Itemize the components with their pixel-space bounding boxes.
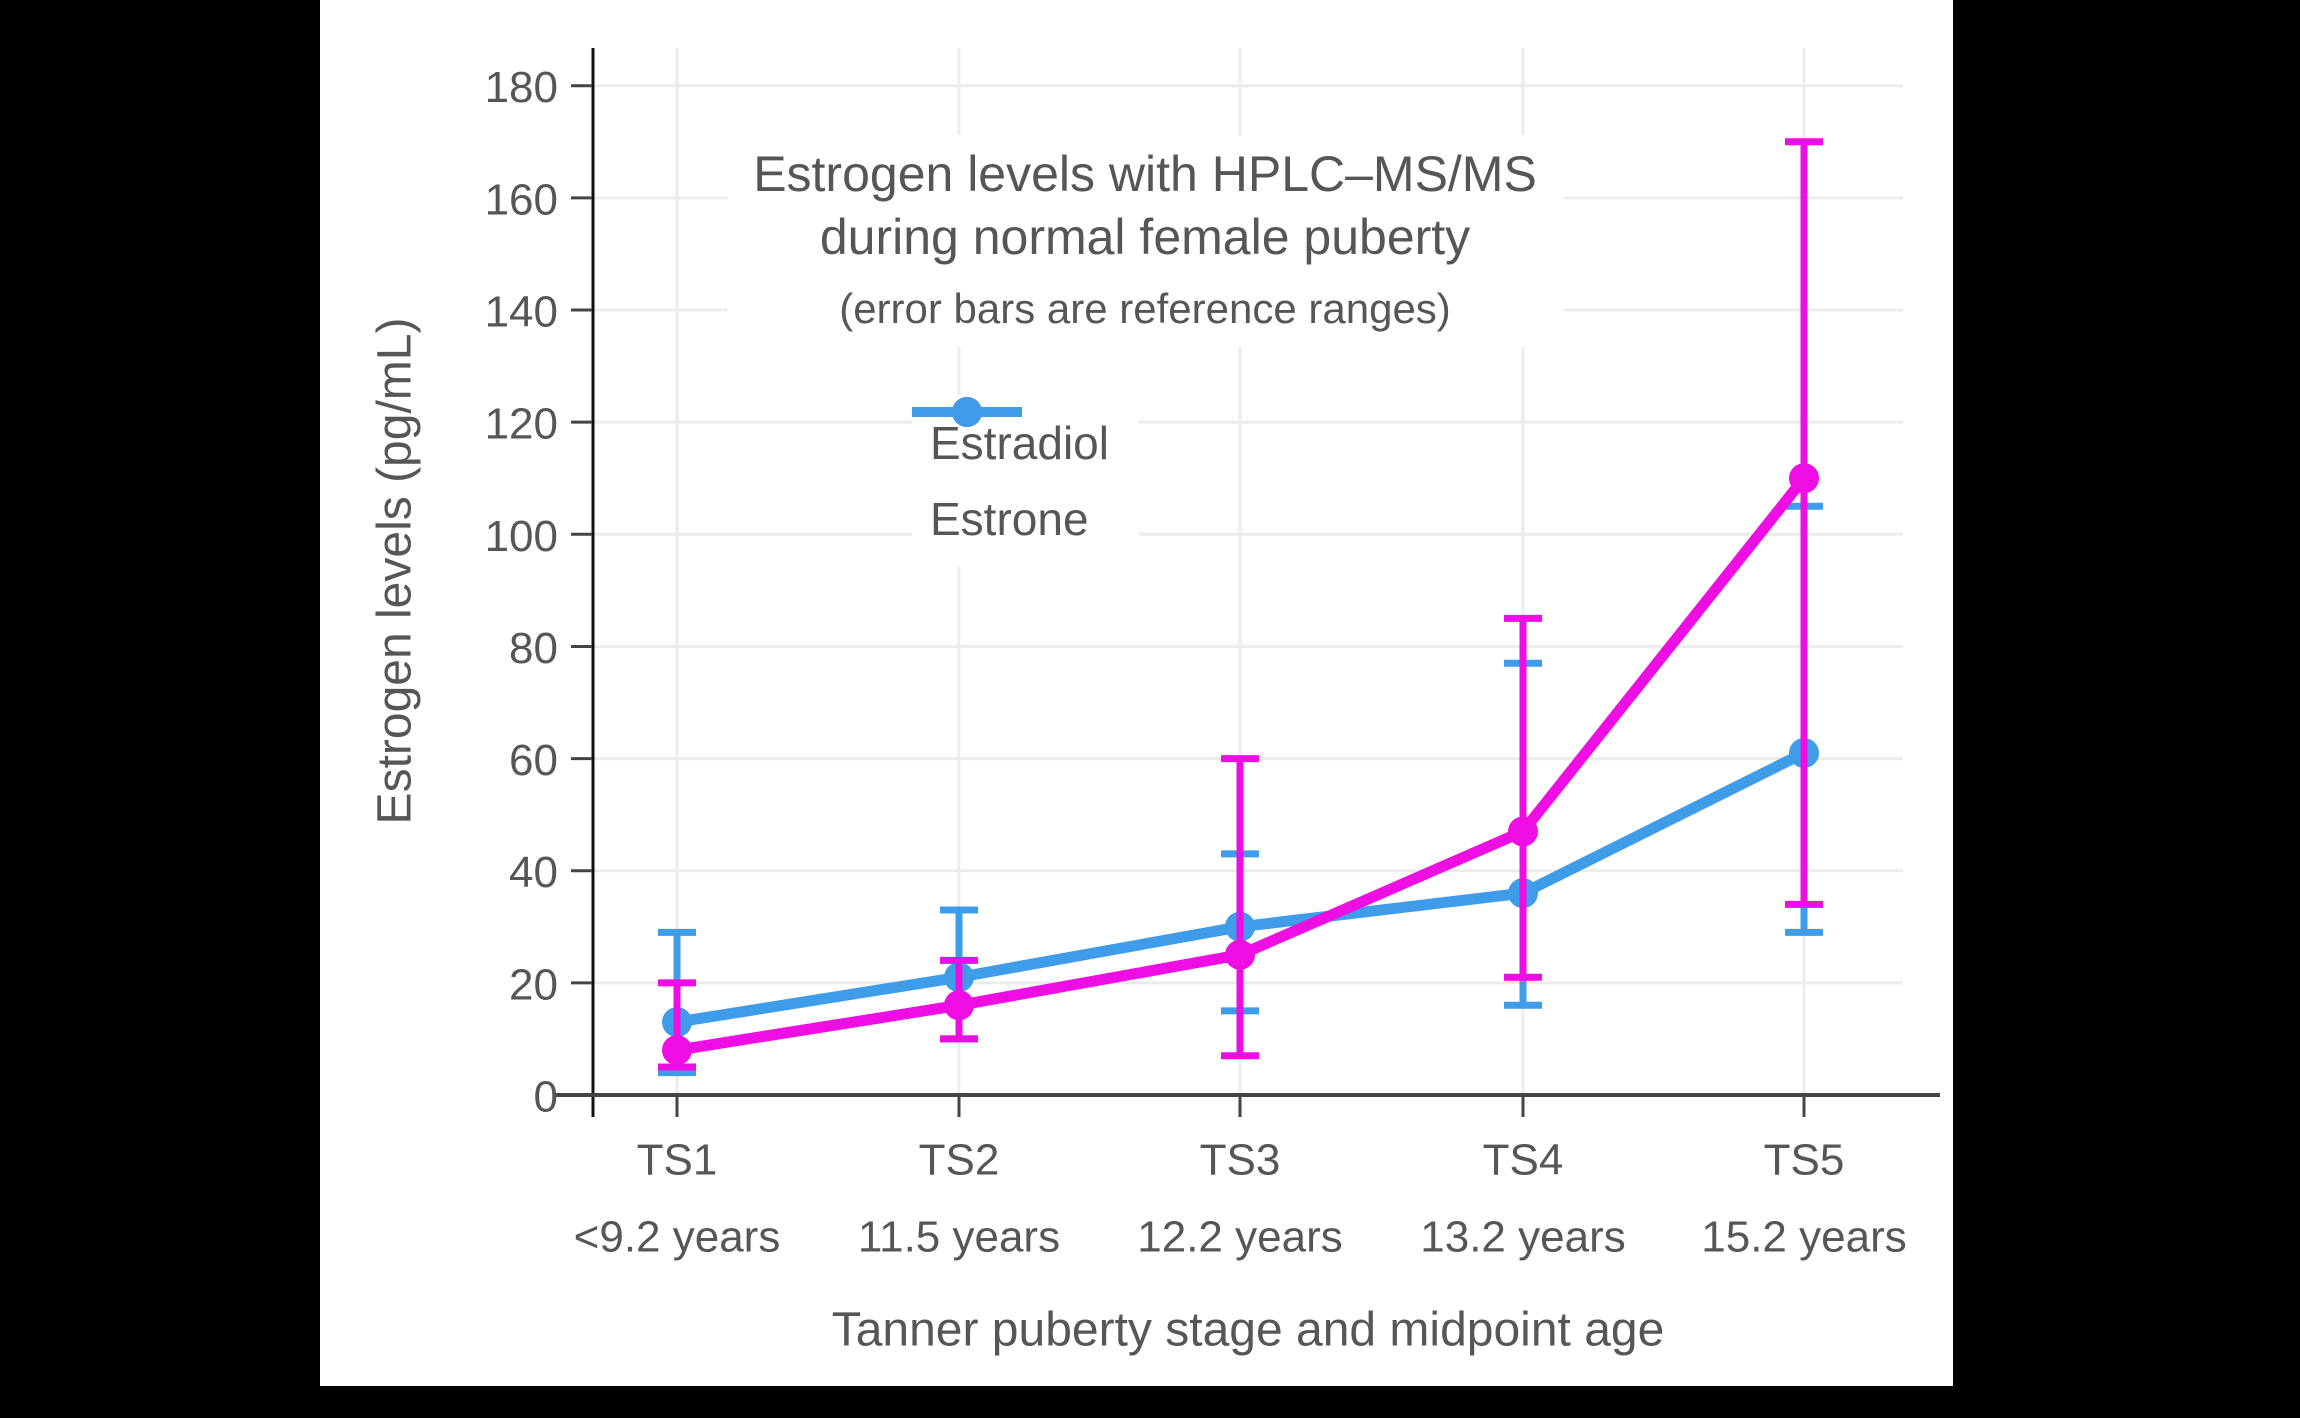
data-point-estradiol xyxy=(662,1035,692,1066)
x-tick-label: TS3 xyxy=(1200,1136,1281,1185)
data-point-estradiol xyxy=(1789,463,1819,494)
data-point-estradiol xyxy=(1225,939,1255,970)
data-point-estradiol xyxy=(944,990,974,1021)
y-axis-title: Estrogen levels (pg/mL) xyxy=(369,318,422,825)
chart-subtitle: (error bars are reference ranges) xyxy=(839,285,1451,332)
x-tick-sublabel: 15.2 years xyxy=(1701,1213,1906,1262)
x-axis-title: Tanner puberty stage and midpoint age xyxy=(832,1304,1665,1357)
chart-title-line1: Estrogen levels with HPLC–MS/MS xyxy=(753,146,1537,202)
x-tick-label: TS2 xyxy=(919,1136,1000,1185)
x-tick-label: TS5 xyxy=(1764,1136,1845,1185)
chart-title-block: Estrogen levels with HPLC–MS/MS during n… xyxy=(727,135,1563,347)
legend-marker-icon xyxy=(952,397,982,427)
y-tick-label: 180 xyxy=(485,63,558,112)
legend-label: Estrone xyxy=(930,493,1089,545)
legend: Estradiol Estrone xyxy=(912,395,1139,567)
x-tick-sublabel: 12.2 years xyxy=(1137,1213,1342,1262)
chart-panel: 0 20 40 60 80 100 120 140 160 180 TS1 <9.2 years TS2… xyxy=(320,0,1953,1386)
x-tick-sublabel: <9.2 years xyxy=(574,1213,781,1262)
y-tick-label: 40 xyxy=(509,848,558,897)
x-tick-label: TS1 xyxy=(637,1136,718,1185)
y-tick-label: 120 xyxy=(485,400,558,449)
y-tick-label: 60 xyxy=(509,736,558,785)
y-tick-label: 20 xyxy=(509,960,558,1009)
chart-title-line2: during normal female puberty xyxy=(819,209,1471,265)
legend-item-estrone: Estrone xyxy=(912,397,1109,547)
y-tick-label: 100 xyxy=(485,512,558,561)
y-tick-label: 140 xyxy=(485,288,558,337)
data-point-estradiol xyxy=(1508,816,1538,847)
x-tick-sublabel: 13.2 years xyxy=(1420,1213,1625,1262)
y-tick-label: 160 xyxy=(485,175,558,224)
x-tick-sublabel: 11.5 years xyxy=(858,1213,1060,1262)
x-tick-label: TS4 xyxy=(1483,1136,1564,1185)
y-tick-label: 0 xyxy=(534,1073,558,1122)
y-tick-label: 80 xyxy=(509,624,558,673)
legend-label: Estradiol xyxy=(930,417,1109,469)
legend-swatch-estrone xyxy=(912,397,1022,427)
